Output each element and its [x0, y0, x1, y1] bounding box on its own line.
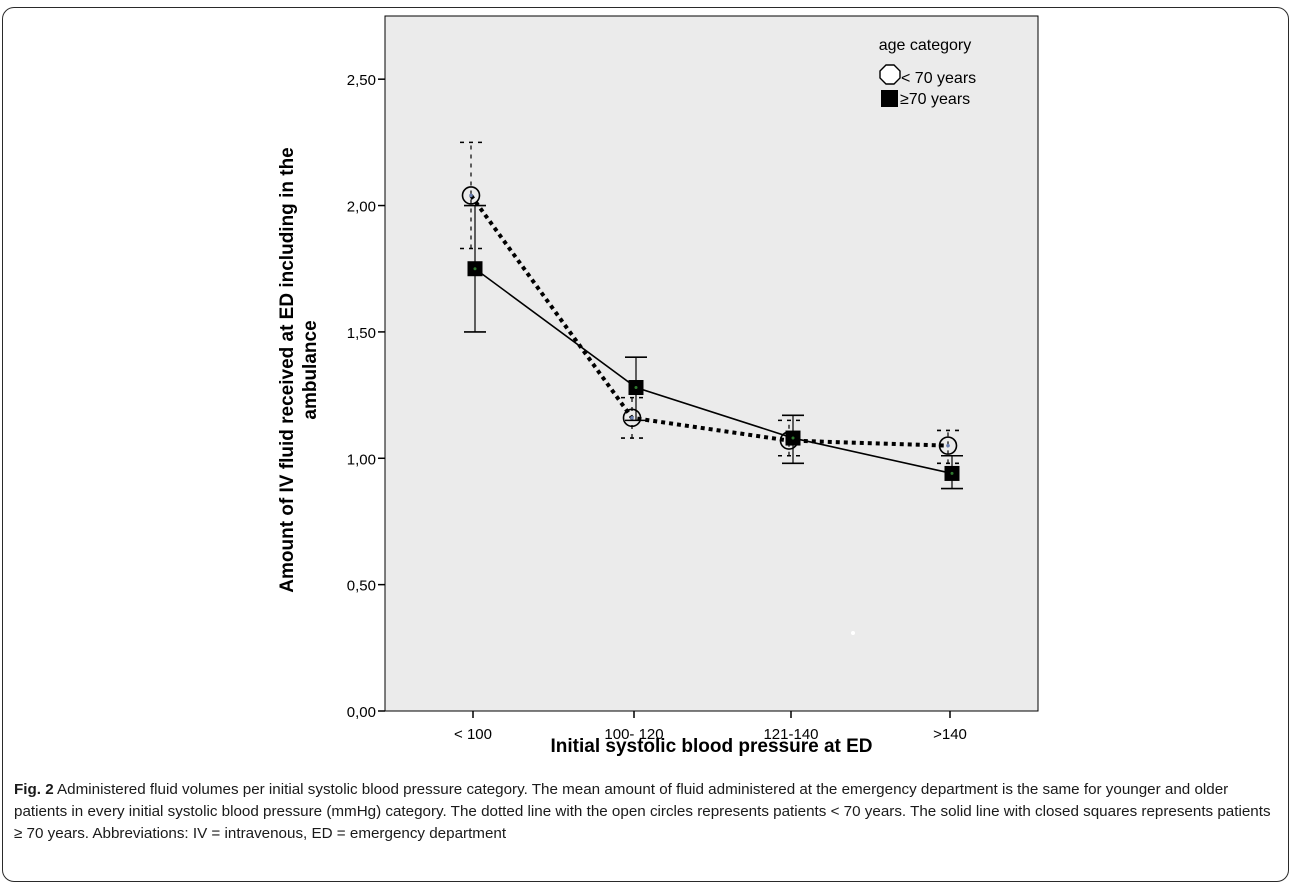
series-line-1	[469, 194, 949, 448]
legend-entry: < 70 years	[901, 70, 976, 87]
series-line-2	[474, 268, 953, 475]
chart: 0,00 0,50 1,00 1,50 2,00 2,50 < 100 100- 120 121…	[277, 15, 1039, 757]
legend-title: age category	[879, 37, 972, 54]
plot-artifact-dot	[851, 631, 855, 635]
x-tick-label: >140	[933, 726, 967, 743]
y-tick-label: 2,50	[347, 72, 376, 89]
y-tick-label: 0,00	[347, 704, 376, 721]
y-axis-title-line-1: Amount of IV fluid received at ED includ…	[277, 147, 298, 592]
y-tick-label: 2,00	[347, 199, 376, 216]
data-point-center	[630, 416, 634, 420]
x-tick-label: 121-140	[763, 726, 818, 743]
figure-caption: Fig. 2 Administered fluid volumes per in…	[14, 779, 1276, 845]
legend-marker-open-circle	[879, 64, 901, 85]
y-tick-label: 1,00	[347, 451, 376, 468]
y-axis-title-line-2: ambulance	[300, 320, 321, 419]
data-point-center	[791, 436, 795, 440]
data-point-center	[469, 193, 473, 198]
x-axis-title: Initial systolic blood pressure at ED	[550, 736, 872, 757]
data-point	[938, 436, 958, 455]
y-tick-label: 0,50	[347, 578, 376, 595]
data-point-center	[634, 386, 638, 390]
plot-area	[384, 15, 1039, 712]
caption-text: Administered fluid volumes per initial s…	[14, 781, 1271, 842]
data-point-center	[473, 267, 477, 271]
data-point-center	[946, 443, 950, 448]
x-tick-label: 100- 120	[604, 726, 663, 743]
x-tick-label: < 100	[454, 726, 492, 743]
caption-label: Fig. 2	[14, 781, 54, 798]
y-tick-label: 1,50	[347, 325, 376, 342]
data-point	[622, 408, 642, 428]
data-point	[461, 186, 481, 205]
legend-entry: ≥70 years	[900, 91, 970, 108]
data-point-center	[950, 471, 954, 475]
legend-marker-filled-square	[881, 90, 898, 107]
